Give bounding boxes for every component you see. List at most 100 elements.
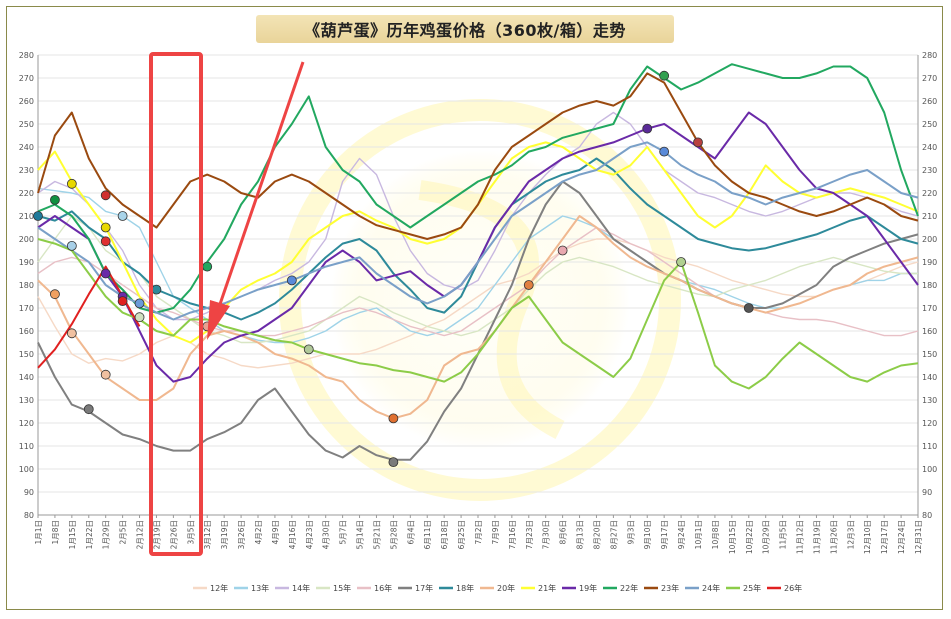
x-tick-label: 12月3日 [846, 520, 855, 549]
data-point-marker [557, 245, 568, 256]
annotation-arrow [207, 61, 305, 340]
x-tick-label: 11月5日 [779, 520, 788, 549]
y-tick-label-left: 270 [19, 74, 34, 83]
data-point-marker [117, 211, 128, 221]
series-line-16年 [37, 226, 919, 337]
x-tick-label: 8月27日 [609, 520, 618, 549]
data-point-marker [303, 344, 314, 355]
y-axis-right: 80 90 100 110 120 130 140 150 160 170 180 190 200 210… [917, 51, 937, 520]
y-tick-label-left: 240 [19, 143, 34, 152]
x-tick-label: 12月10日 [863, 520, 872, 554]
series-line-23年 [37, 72, 919, 240]
y-tick-label-left: 170 [19, 304, 34, 313]
legend-label: 20年 [497, 583, 515, 593]
data-point-marker [151, 284, 162, 295]
x-tick-label: 9月24日 [677, 520, 686, 549]
y-tick-label-left: 200 [19, 235, 34, 244]
x-tick-label: 6月11日 [423, 520, 432, 549]
x-tick-label: 2月5日 [119, 520, 128, 545]
y-tick-label-left: 130 [19, 396, 34, 405]
data-point-marker [388, 413, 399, 424]
y-tick-label-right: 230 [922, 166, 937, 175]
data-point-marker [642, 123, 653, 134]
x-axis: 1月1日 1月8日 1月15日 1月22日 1月29日 2月5日 2月12日 2月19日 2月2… [34, 514, 923, 554]
x-tick-label: 4月23日 [305, 520, 314, 549]
x-tick-label: 1月8日 [51, 520, 60, 545]
y-tick-label-right: 180 [922, 281, 937, 290]
legend-label: 15年 [333, 583, 351, 593]
data-point-marker [676, 257, 686, 267]
y-tick-label-right: 140 [922, 373, 937, 382]
legend-label: 21年 [538, 583, 556, 593]
data-point-marker [659, 146, 670, 157]
x-tick-label: 1月1日 [34, 520, 43, 545]
x-tick-label: 4月2日 [254, 520, 263, 545]
data-point-marker [33, 211, 43, 221]
legend-label: 12年 [210, 583, 228, 593]
data-point-marker [100, 222, 111, 233]
x-tick-label: 10月22日 [745, 520, 754, 554]
data-point-marker [100, 190, 111, 201]
data-point-marker [134, 298, 145, 309]
y-tick-label-left: 280 [19, 51, 34, 60]
data-point-marker [66, 240, 77, 251]
y-tick-label-right: 130 [922, 396, 937, 405]
x-tick-label: 12月31日 [914, 520, 923, 554]
legend-label: 25年 [743, 583, 761, 593]
y-tick-label-right: 80 [922, 511, 932, 520]
x-tick-label: 10月29日 [762, 520, 771, 554]
data-point-marker [286, 275, 297, 286]
data-point-marker [66, 178, 77, 189]
x-tick-label: 5月14日 [356, 520, 365, 549]
x-tick-label: 2月12日 [136, 520, 145, 549]
x-tick-label: 1月29日 [102, 520, 111, 549]
data-point-marker [388, 457, 399, 468]
data-point-marker [100, 369, 111, 380]
x-tick-label: 11月19日 [812, 520, 821, 554]
y-tick-label-right: 260 [922, 97, 937, 106]
x-tick-label: 9月17日 [660, 520, 669, 549]
legend-label: 14年 [292, 583, 310, 593]
y-axis-left: 80 90 100 110 120 130 140 150 160 170 180 190 200 210… [19, 51, 39, 520]
y-tick-label-left: 250 [19, 120, 34, 129]
y-tick-label-right: 240 [922, 143, 937, 152]
x-tick-label: 7月16日 [508, 520, 517, 549]
grid-lines [38, 54, 918, 516]
y-tick-label-left: 150 [19, 350, 34, 359]
data-point-marker [202, 261, 213, 272]
data-point-marker [66, 328, 77, 339]
data-point-marker [659, 70, 670, 81]
x-tick-label: 12月24日 [897, 520, 906, 554]
chart-title-banner: 《葫芦蛋》历年鸡蛋价格（360枚/箱）走势 [256, 15, 674, 43]
y-tick-label-left: 230 [19, 166, 34, 175]
x-tick-label: 7月2日 [474, 520, 483, 545]
y-tick-label-right: 160 [922, 327, 937, 336]
x-tick-label: 9月3日 [626, 520, 635, 545]
legend: 12年 13年 14年 15年 16年 17年 18年 20年 21年 19年 22年 23年 24年 2… [193, 583, 802, 593]
x-tick-label: 8月6日 [559, 520, 568, 545]
x-tick-label: 2月19日 [152, 520, 161, 549]
y-tick-label-left: 220 [19, 189, 34, 198]
y-tick-label-left: 180 [19, 281, 34, 290]
x-tick-label: 5月21日 [372, 520, 381, 549]
data-point-marker [83, 404, 94, 415]
x-tick-label: 3月26日 [237, 520, 246, 549]
x-tick-label: 7月30日 [542, 520, 551, 549]
x-tick-label: 10月15日 [728, 520, 737, 554]
x-tick-label: 3月12日 [203, 520, 212, 549]
x-tick-label: 1月22日 [85, 520, 94, 549]
y-tick-label-right: 100 [922, 465, 937, 474]
legend-label: 17年 [415, 583, 433, 593]
y-tick-label-left: 120 [19, 419, 34, 428]
data-point-marker [50, 194, 60, 205]
x-tick-label: 7月9日 [491, 520, 500, 545]
data-point-marker [100, 236, 111, 247]
x-tick-label: 11月26日 [829, 520, 838, 554]
x-tick-label: 5月7日 [339, 520, 348, 545]
x-tick-label: 3月19日 [220, 520, 229, 549]
y-tick-label-right: 170 [922, 304, 937, 313]
series-line-24年 [37, 141, 919, 321]
x-tick-label: 2月26日 [169, 520, 178, 549]
x-tick-label: 5月28日 [389, 520, 398, 549]
y-tick-label-left: 260 [19, 97, 34, 106]
